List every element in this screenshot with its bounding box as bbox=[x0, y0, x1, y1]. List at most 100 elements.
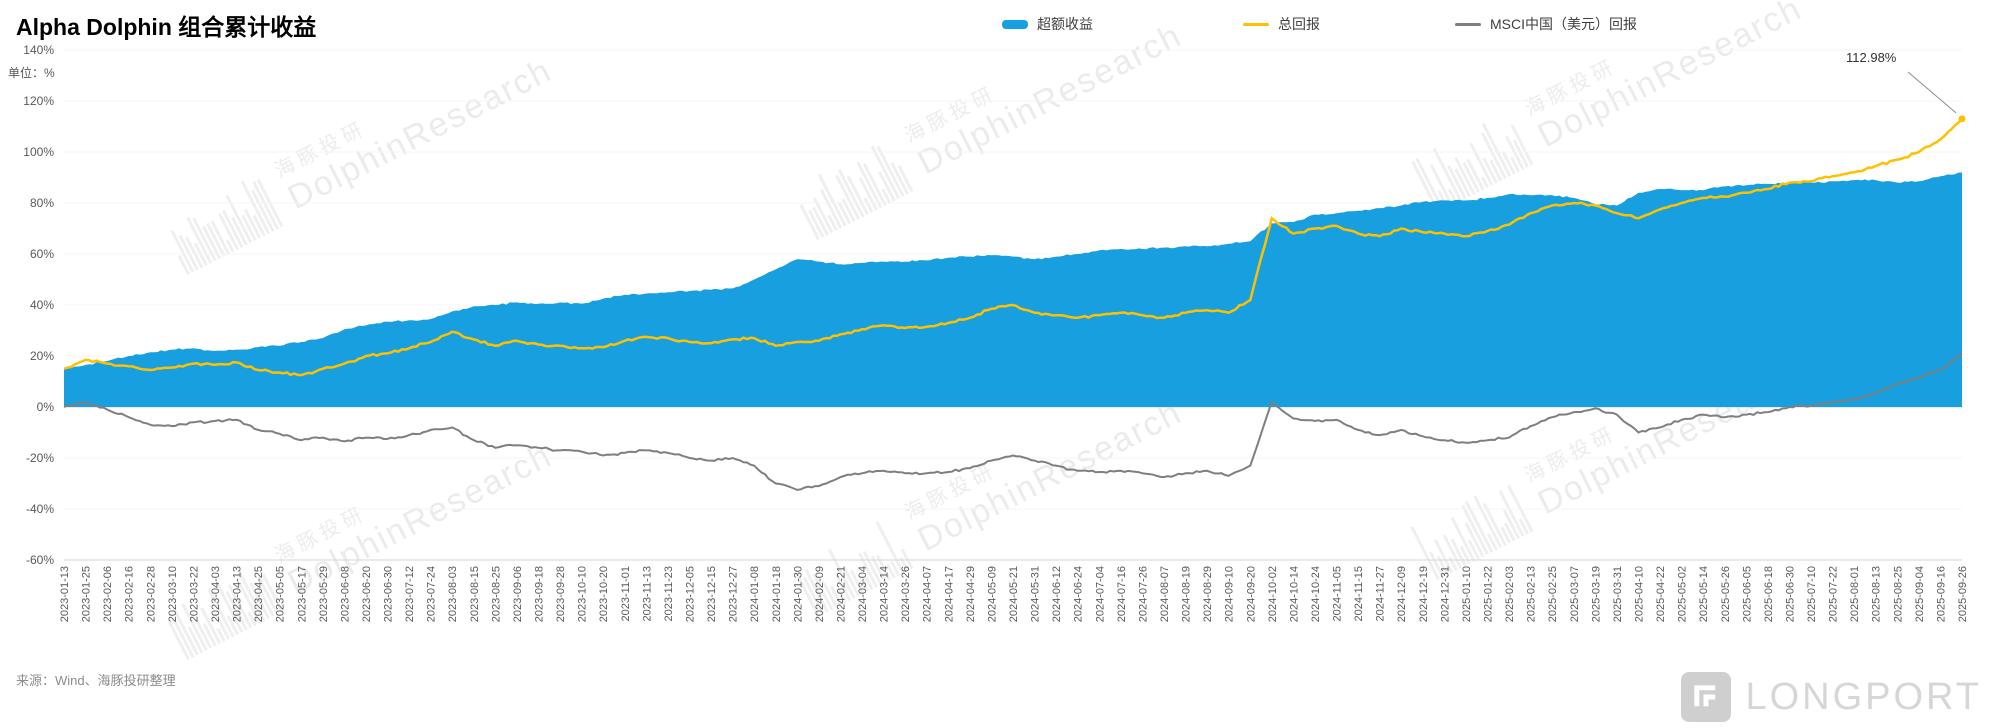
x-axis-tick: 2025-09-26 bbox=[1957, 566, 1969, 622]
y-axis-tick: 0% bbox=[37, 400, 55, 414]
x-axis-tick: 2024-09-20 bbox=[1245, 566, 1257, 622]
x-axis-tick: 2023-09-28 bbox=[555, 566, 567, 622]
x-axis-tick: 2023-01-13 bbox=[59, 566, 71, 622]
x-axis-tick: 2023-05-17 bbox=[296, 566, 308, 622]
x-axis-tick: 2023-11-01 bbox=[620, 566, 632, 621]
final-value-annotation: 112.98% bbox=[1846, 50, 1897, 65]
x-axis-tick: 2023-06-08 bbox=[339, 566, 351, 622]
x-axis-tick: 2025-07-22 bbox=[1828, 566, 1840, 622]
y-axis-tick: -40% bbox=[26, 502, 54, 516]
x-axis-tick: 2025-06-05 bbox=[1741, 566, 1753, 622]
legend-label: 超额收益 bbox=[1037, 16, 1093, 32]
legend-label: MSCI中国（美元）回报 bbox=[1490, 16, 1637, 32]
x-axis-tick: 2024-08-29 bbox=[1202, 566, 1214, 622]
legend-label: 总回报 bbox=[1278, 16, 1320, 32]
y-axis-tick: 120% bbox=[23, 94, 54, 108]
source-note: 来源：Wind、海豚投研整理 bbox=[16, 673, 176, 688]
x-axis-tick: 2023-11-23 bbox=[663, 566, 675, 621]
x-axis-tick: 2025-05-14 bbox=[1698, 566, 1710, 622]
x-axis-tick: 2023-05-29 bbox=[318, 566, 330, 622]
x-axis-tick: 2024-12-31 bbox=[1439, 566, 1451, 622]
legend-marker-icon bbox=[1455, 22, 1481, 26]
unit-label: 单位：% bbox=[8, 66, 55, 80]
x-axis-tick: 2024-04-07 bbox=[922, 566, 934, 622]
x-axis-tick: 2023-03-10 bbox=[167, 566, 179, 622]
x-axis-tick: 2024-05-09 bbox=[986, 566, 998, 622]
legend-marker-icon bbox=[1243, 22, 1269, 26]
x-axis-tick: 2025-08-01 bbox=[1849, 566, 1861, 622]
x-axis-tick: 2025-09-16 bbox=[1935, 566, 1947, 622]
x-axis-tick: 2024-12-19 bbox=[1418, 566, 1430, 622]
x-axis-tick: 2023-08-15 bbox=[469, 566, 481, 622]
x-axis-tick: 2025-04-22 bbox=[1655, 566, 1667, 622]
x-axis-tick: 2024-07-26 bbox=[1137, 566, 1149, 622]
legend-item-1: 超额收益 bbox=[1002, 14, 1093, 34]
x-axis-tick: 2025-08-25 bbox=[1892, 566, 1904, 622]
x-axis-tick: 2024-01-30 bbox=[792, 566, 804, 622]
longport-logo-text: LONGPORT bbox=[1745, 675, 1982, 718]
y-axis-tick: 80% bbox=[30, 196, 54, 210]
x-axis-tick: 2024-06-12 bbox=[1051, 566, 1063, 622]
page-title: Alpha Dolphin 组合累计收益 bbox=[16, 14, 317, 40]
x-axis-tick: 2024-08-07 bbox=[1159, 566, 1171, 622]
x-axis-tick: 2025-06-30 bbox=[1785, 566, 1797, 622]
y-axis-tick: -60% bbox=[26, 553, 54, 567]
x-axis-tick: 2024-11-27 bbox=[1375, 566, 1387, 621]
total-return-line bbox=[63, 118, 1963, 377]
x-axis-tick: 2024-02-09 bbox=[814, 566, 826, 622]
y-axis-tick: 20% bbox=[30, 349, 54, 363]
x-axis-tick: 2023-09-18 bbox=[534, 566, 546, 622]
x-axis-tick: 2023-10-20 bbox=[598, 566, 610, 622]
y-axis-tick: 140% bbox=[23, 43, 54, 57]
x-axis-tick: 2025-02-25 bbox=[1547, 566, 1559, 622]
x-axis-tick: 2023-02-06 bbox=[102, 566, 114, 622]
x-axis-tick: 2024-04-29 bbox=[965, 566, 977, 622]
x-axis-tick: 2025-01-10 bbox=[1461, 566, 1473, 622]
x-axis-tick: 2025-04-10 bbox=[1634, 566, 1646, 622]
x-axis-tick: 2025-09-04 bbox=[1914, 566, 1926, 622]
x-axis-tick: 2023-07-24 bbox=[426, 566, 438, 622]
x-axis-tick: 2024-10-14 bbox=[1288, 566, 1300, 622]
x-axis-tick: 2023-12-05 bbox=[685, 566, 697, 622]
x-axis-tick: 2024-11-05 bbox=[1332, 566, 1344, 621]
x-axis-tick: 2023-04-25 bbox=[253, 566, 265, 622]
x-axis-tick: 2024-08-19 bbox=[1181, 566, 1193, 622]
x-axis-tick: 2024-05-21 bbox=[1008, 566, 1020, 622]
x-axis-tick: 2023-04-13 bbox=[232, 566, 244, 622]
x-axis-tick: 2023-03-22 bbox=[188, 566, 200, 622]
x-axis-tick: 2023-01-25 bbox=[81, 566, 93, 622]
y-axis-tick: 40% bbox=[30, 298, 54, 312]
y-axis-tick: -20% bbox=[26, 451, 54, 465]
x-axis-tick: 2023-04-03 bbox=[210, 566, 222, 622]
y-axis-tick: 100% bbox=[23, 145, 54, 159]
x-axis-tick: 2025-03-31 bbox=[1612, 566, 1624, 622]
x-axis-tick: 2023-07-12 bbox=[404, 566, 416, 622]
x-axis-tick: 2025-05-26 bbox=[1720, 566, 1732, 622]
x-axis-tick: 2023-12-27 bbox=[728, 566, 740, 622]
x-axis-tick: 2024-01-18 bbox=[771, 566, 783, 622]
x-axis-tick: 2025-03-19 bbox=[1590, 566, 1602, 622]
x-axis-tick: 2025-05-02 bbox=[1677, 566, 1689, 622]
x-axis-tick: 2024-01-08 bbox=[749, 566, 761, 622]
x-axis-tick: 2025-03-07 bbox=[1569, 566, 1581, 622]
x-axis-tick: 2024-04-17 bbox=[943, 566, 955, 622]
total-return-final-point bbox=[1958, 115, 1966, 123]
x-axis-tick: 2025-08-13 bbox=[1871, 566, 1883, 622]
x-axis-tick: 2023-11-13 bbox=[641, 566, 653, 621]
excess-return-area bbox=[64, 172, 1962, 407]
x-axis-tick: 2023-06-30 bbox=[383, 566, 395, 622]
x-axis-tick: 2024-10-02 bbox=[1267, 566, 1279, 622]
x-axis-tick: 2024-11-15 bbox=[1353, 566, 1365, 621]
msci-china-line bbox=[63, 352, 1963, 491]
y-axis-tick: 60% bbox=[30, 247, 54, 261]
x-axis-tick: 2023-10-10 bbox=[577, 566, 589, 622]
x-axis-tick: 2024-09-10 bbox=[1224, 566, 1236, 622]
x-axis-tick: 2025-02-13 bbox=[1526, 566, 1538, 622]
legend-item-2: 总回报 bbox=[1243, 14, 1320, 34]
x-axis-tick: 2023-05-05 bbox=[275, 566, 287, 622]
longport-logo-icon bbox=[1681, 672, 1732, 722]
x-axis-tick: 2023-12-15 bbox=[706, 566, 718, 622]
annotation-leader-line bbox=[1907, 71, 1957, 114]
